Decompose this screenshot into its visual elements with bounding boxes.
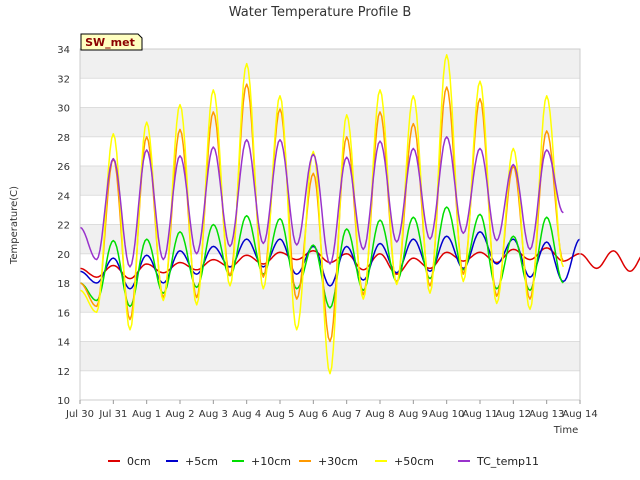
plot-band (80, 370, 580, 400)
y-tick-label: 12 (57, 367, 70, 378)
annotation-badge-text: SW_met (85, 36, 135, 49)
x-tick-label: Aug 8 (365, 409, 394, 420)
x-tick-label: Jul 30 (65, 409, 94, 420)
x-tick-label: Aug 14 (562, 409, 597, 420)
x-tick-label: Aug 6 (299, 409, 328, 420)
plot-band (80, 107, 580, 137)
plot-band (80, 166, 580, 196)
x-tick-label: Aug 5 (265, 409, 294, 420)
legend-label: 0cm (127, 455, 151, 468)
plot-band (80, 224, 580, 254)
legend-label: TC_temp11 (476, 455, 539, 468)
plot-band (80, 341, 580, 371)
y-tick-label: 16 (57, 308, 70, 319)
annotation-badge: SW_met (80, 33, 143, 51)
chart-title: Water Temperature Profile B (229, 5, 412, 20)
plot-band (80, 136, 580, 166)
x-tick-label: Aug 4 (232, 409, 261, 420)
plot-band (80, 78, 580, 108)
x-tick-label: Jul 31 (98, 409, 127, 420)
y-tick-label: 10 (57, 396, 70, 407)
y-tick-label: 28 (57, 133, 70, 144)
legend: 0cm +5cm +10cm +30cm +50cm TC_temp11 (108, 455, 539, 468)
x-axis-ticks: Jul 30 Jul 31 Aug 1 Aug 2 Aug 3 Aug 4 Aug 5 Aug… (65, 400, 598, 420)
x-tick-label: Aug 12 (496, 409, 531, 420)
series-line-50cm (79, 54, 565, 375)
y-axis-ticks: 10 12 14 16 18 20 22 24 26 28 30 32 34 (57, 45, 70, 407)
y-tick-label: 30 (57, 104, 70, 115)
y-tick-label: 32 (57, 74, 70, 85)
annotation-badge-box (80, 33, 143, 51)
series-line-5cm (79, 231, 581, 290)
plot-band (80, 195, 580, 225)
y-tick-label: 34 (57, 45, 70, 56)
plot-frame (79, 48, 581, 401)
series-line-tc-temp11 (79, 136, 564, 268)
y-axis-label: Temperature(C) (9, 186, 20, 265)
x-tick-label: Aug 13 (529, 409, 564, 420)
x-tick-label: Aug 1 (132, 409, 161, 420)
x-tick-label: Aug 7 (332, 409, 361, 420)
x-tick-label: Aug 3 (199, 409, 228, 420)
y-tick-label: 20 (57, 250, 70, 261)
x-tick-label: Aug 9 (399, 409, 428, 420)
x-axis-label: Time (553, 425, 578, 436)
plot-band (80, 49, 580, 79)
legend-label: +5cm (185, 455, 218, 468)
y-tick-label: 24 (57, 191, 70, 202)
x-tick-label: Aug 10 (429, 409, 464, 420)
legend-label: +10cm (251, 455, 291, 468)
plot-band (80, 312, 580, 342)
y-tick-label: 26 (57, 162, 70, 173)
x-tick-label: Aug 11 (462, 409, 497, 420)
legend-label: +30cm (318, 455, 358, 468)
y-tick-label: 14 (57, 338, 70, 349)
series-lines (79, 54, 640, 375)
legend-label: +50cm (394, 455, 434, 468)
y-tick-label: 22 (57, 221, 70, 232)
y-tick-label: 18 (57, 279, 70, 290)
x-tick-label: Aug 2 (165, 409, 194, 420)
